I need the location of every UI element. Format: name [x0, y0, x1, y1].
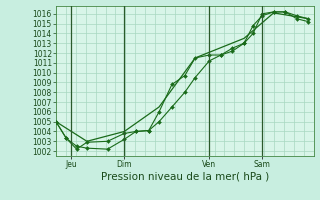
X-axis label: Pression niveau de la mer( hPa ): Pression niveau de la mer( hPa )	[101, 172, 269, 182]
